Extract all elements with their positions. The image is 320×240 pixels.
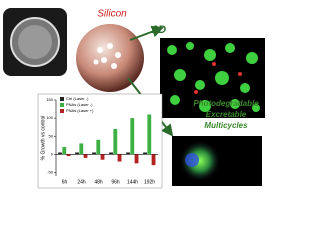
sem-core — [18, 25, 52, 59]
arrow-2d — [129, 25, 164, 41]
bar — [113, 128, 118, 155]
growth-chart: -50 0 50 100 150 % Growth vs control 6h 24h 48h 9… — [37, 93, 163, 189]
bar — [147, 114, 152, 155]
bar — [109, 152, 113, 155]
legend-label: Ctrl (Laser -) — [66, 96, 89, 101]
y-tick-label: 50 — [49, 133, 54, 138]
bar — [58, 152, 62, 155]
cells-2d — [167, 42, 260, 112]
y-tick-label: 150 — [46, 97, 53, 102]
y-tick-label: 100 — [46, 115, 53, 120]
x-tick-label: 48h — [94, 179, 103, 185]
particle-sphere — [76, 24, 144, 92]
bar — [83, 154, 88, 158]
spheroid — [180, 141, 220, 181]
property-label: Multicycles — [204, 121, 248, 130]
bar — [134, 154, 139, 164]
legend-swatch — [60, 109, 64, 113]
bar — [126, 152, 130, 155]
y-tick-label: 0 — [51, 151, 54, 156]
bar — [79, 143, 84, 155]
x-tick-label: 96h — [111, 179, 120, 185]
y-tick-label: -50 — [47, 169, 54, 174]
nanoparticles — [93, 43, 121, 69]
spheroid-core — [185, 153, 199, 167]
legend-label: PNAs (Laser +) — [66, 108, 94, 113]
bar — [130, 118, 135, 155]
property-label: Photodegradable — [193, 99, 259, 108]
bar — [66, 154, 71, 157]
particles-2d — [194, 62, 242, 94]
y-axis-label: % Growth vs control — [40, 116, 46, 161]
x-tick-label: 24h — [77, 179, 86, 185]
bar — [96, 139, 101, 155]
material-label: Silicon — [97, 9, 127, 20]
properties: Photodegradable Excretable Multicycles — [193, 99, 259, 130]
legend-swatch — [60, 103, 64, 107]
bar — [143, 152, 147, 155]
x-tick-label: 6h — [62, 179, 68, 185]
bar — [117, 154, 122, 162]
graphical-abstract: Silicon 2D 3D PhotodegradableExcretableM… — [3, 8, 265, 189]
x-tick-label: 144h — [127, 179, 138, 185]
legend-swatch — [60, 97, 64, 101]
bar — [92, 152, 96, 155]
bar — [75, 152, 79, 155]
x-tick-label: 192h — [144, 179, 155, 185]
property-label: Excretable — [206, 110, 247, 119]
bar — [151, 154, 156, 166]
legend-label: PNAs (Laser -) — [66, 102, 93, 107]
route-2d-label: 2D — [151, 24, 166, 36]
bar — [100, 154, 105, 160]
bar — [62, 147, 67, 155]
